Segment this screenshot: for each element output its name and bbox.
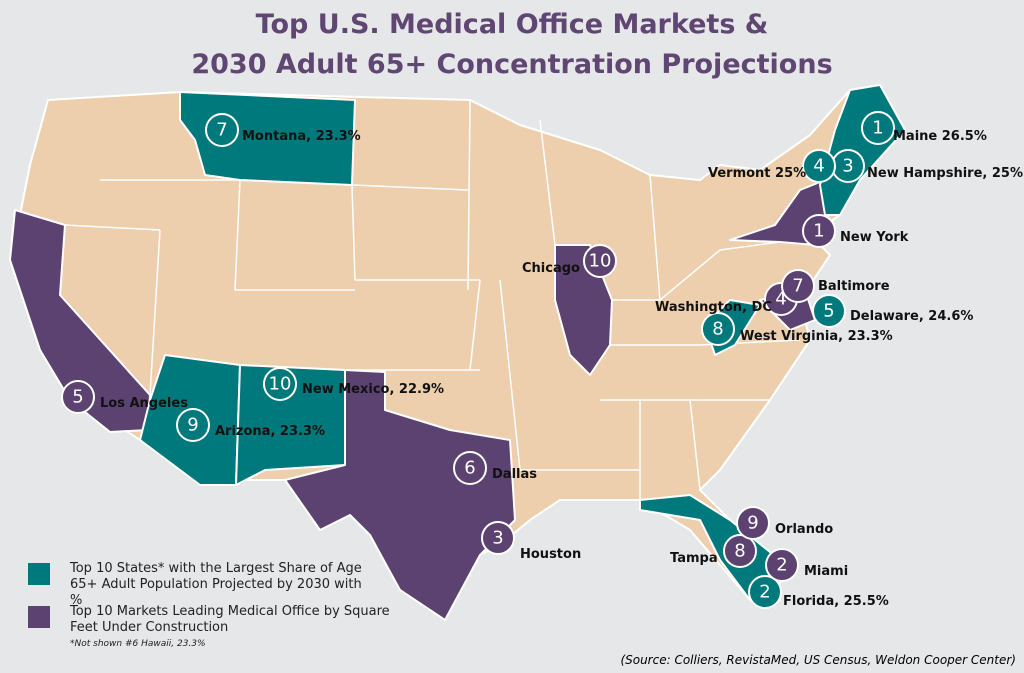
legend-markets-text: Top 10 Markets Leading Medical Office by… — [70, 604, 390, 635]
market-marker — [61, 380, 95, 414]
state-rank: 7 — [216, 120, 227, 141]
state-rank: 4 — [813, 156, 824, 177]
title-line-2: 2030 Adult 65+ Concentration Projections — [191, 49, 833, 80]
state-marker — [861, 111, 895, 145]
market-marker — [583, 244, 617, 278]
market-rank: 5 — [72, 387, 83, 408]
market-marker — [723, 534, 757, 568]
market-marker — [453, 451, 487, 485]
market-rank: 10 — [589, 251, 612, 272]
market-label: Chicago — [522, 261, 580, 276]
market-marker — [765, 548, 799, 582]
market-rank: 9 — [747, 513, 758, 534]
legend-states: Top 10 States* with the Largest Share of… — [28, 561, 370, 609]
market-label: Baltimore — [818, 279, 890, 294]
state-new-mexico — [235, 364, 346, 486]
state-rank: 9 — [187, 415, 198, 436]
market-rank: 4 — [775, 289, 786, 310]
legend-swatch-teal — [28, 563, 50, 585]
market-label: Houston — [520, 547, 581, 562]
market-rank: 6 — [464, 458, 475, 479]
market-label: Miami — [804, 564, 848, 579]
state-marker — [176, 408, 210, 442]
state-label: Delaware, 24.6% — [850, 309, 973, 324]
state-label: Maine 26.5% — [893, 129, 987, 144]
market-label: Washington, DC — [655, 300, 772, 315]
state-label: Vermont 25% — [708, 166, 806, 181]
market-marker — [802, 214, 836, 248]
state-label: New Hampshire, 25% — [867, 166, 1023, 181]
source: (Source: Colliers, RevistaMed, US Census… — [620, 653, 1016, 667]
legend-states-text: Top 10 States* with the Largest Share of… — [70, 561, 362, 608]
state-marker — [205, 113, 239, 147]
state-rank: 10 — [269, 374, 292, 395]
state-marker — [701, 312, 735, 346]
state-new-england — [819, 84, 906, 216]
market-rank: 3 — [492, 528, 503, 549]
state-label: Florida, 25.5% — [783, 594, 889, 609]
state-label: Montana, 23.3% — [242, 129, 361, 144]
state-marker — [802, 149, 836, 183]
state-label: New Mexico, 22.9% — [302, 382, 444, 397]
market-marker — [481, 521, 515, 555]
legend-markets: Top 10 Markets Leading Medical Office by… — [28, 604, 410, 652]
market-label: Orlando — [775, 522, 833, 537]
market-rank: 1 — [813, 221, 824, 242]
state-label: West Virginia, 23.3% — [740, 329, 893, 344]
market-marker — [736, 506, 770, 540]
market-label: Tampa — [670, 551, 718, 566]
state-marker — [263, 367, 297, 401]
state-marker — [748, 575, 782, 609]
market-rank: 7 — [792, 276, 803, 297]
state-rank: 3 — [842, 156, 853, 177]
market-texas — [284, 369, 516, 621]
market-california — [9, 209, 151, 433]
market-label: Dallas — [492, 467, 537, 482]
market-label: New York — [840, 230, 909, 245]
legend-swatch-purple — [28, 606, 50, 628]
market-label: Los Angeles — [100, 396, 188, 411]
title-line-1: Top U.S. Medical Office Markets & — [255, 9, 769, 40]
state-rank: 5 — [823, 301, 834, 322]
state-marker — [812, 294, 846, 328]
state-rank: 1 — [872, 118, 883, 139]
market-rank: 2 — [776, 555, 787, 576]
market-rank: 8 — [734, 541, 745, 562]
state-rank: 2 — [759, 582, 770, 603]
state-rank: 8 — [712, 319, 723, 340]
market-marker — [781, 269, 815, 303]
legend-note: *Not shown #6 Hawaii, 23.3% — [70, 639, 206, 649]
state-label: Arizona, 23.3% — [215, 424, 325, 439]
